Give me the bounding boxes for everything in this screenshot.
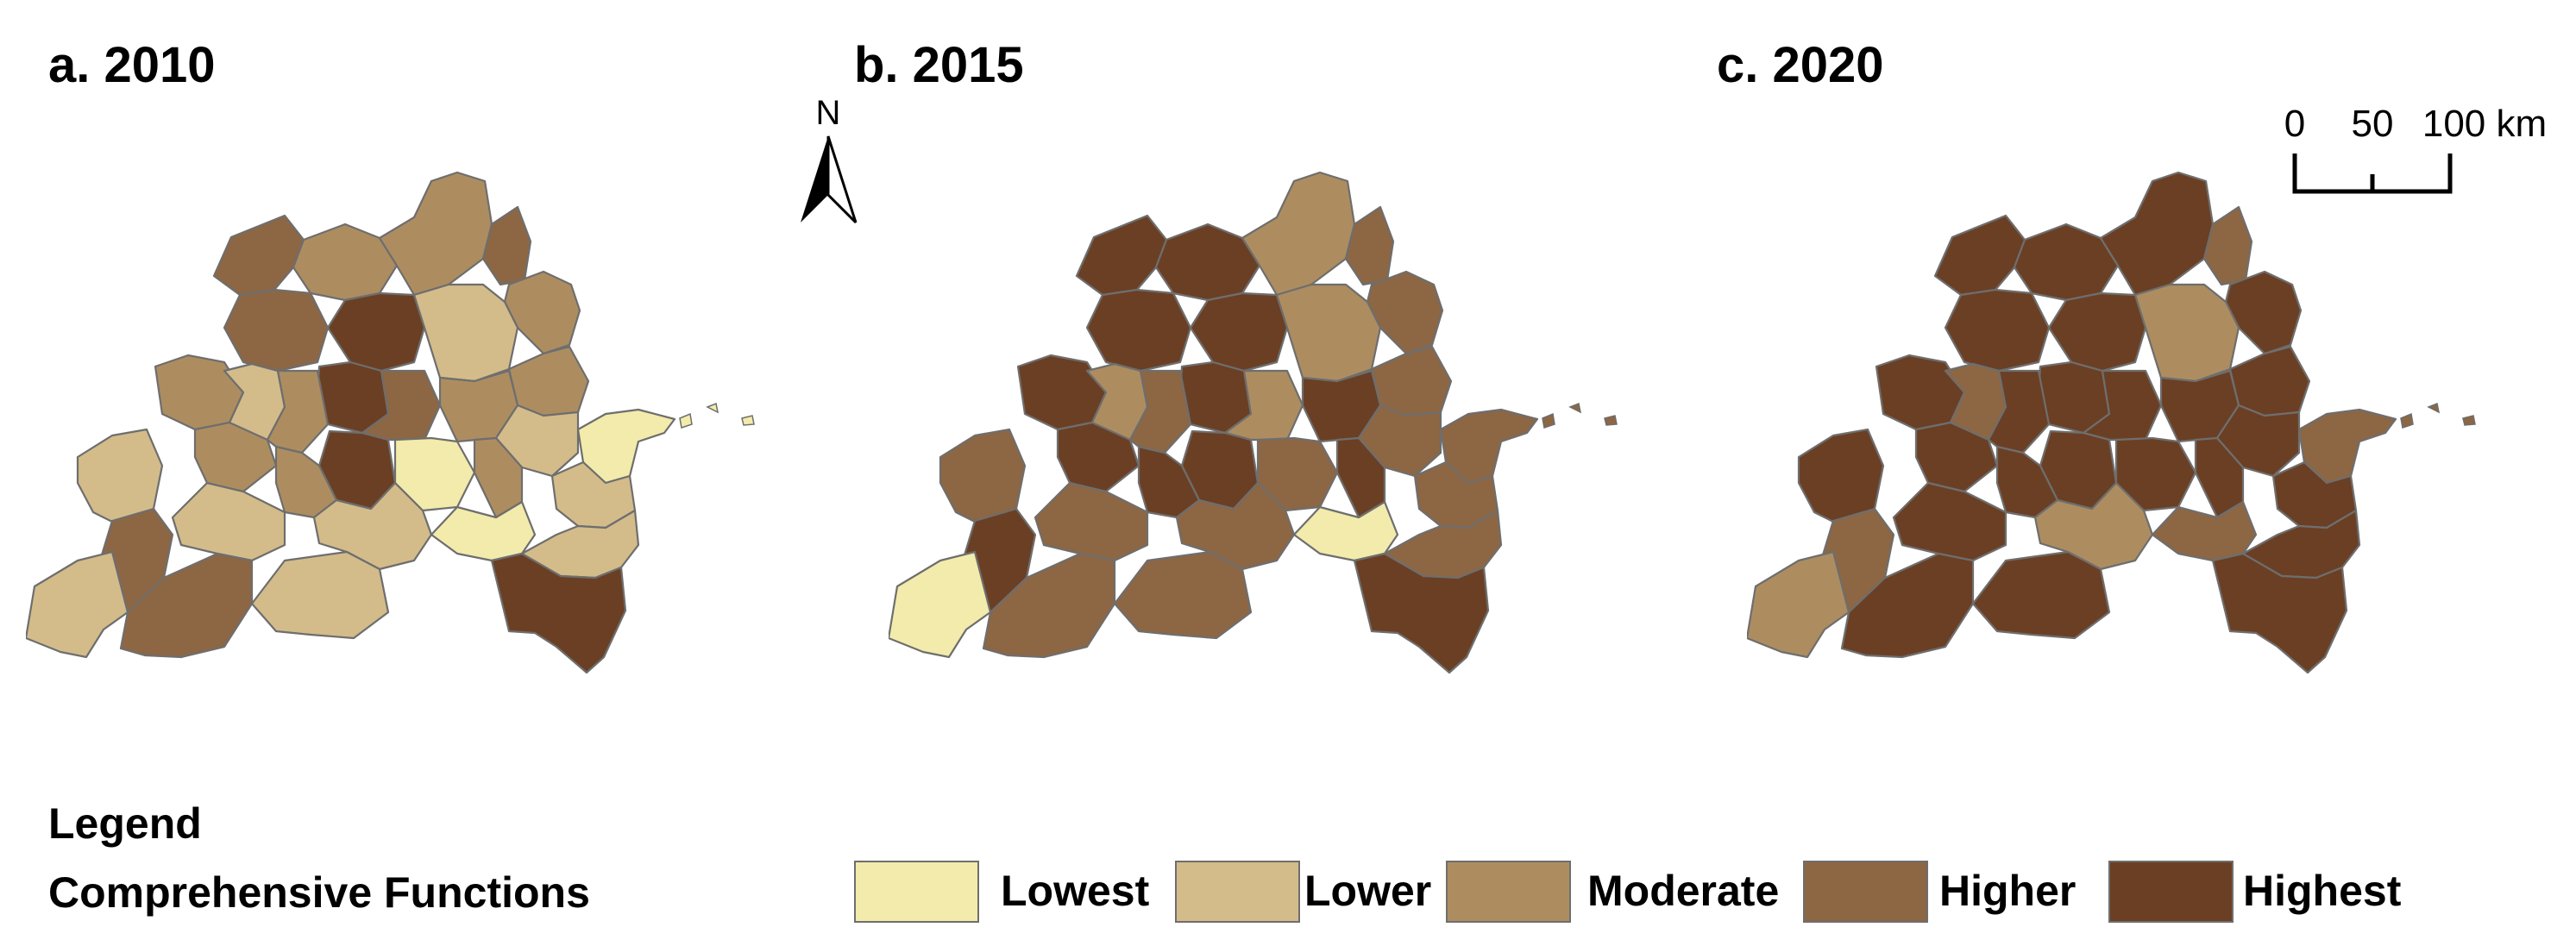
legend-label-lowest: Lowest bbox=[1001, 867, 1150, 915]
legend-label-lower: Lower bbox=[1304, 867, 1432, 915]
county-region-30 bbox=[889, 550, 992, 659]
county-region-30 bbox=[26, 550, 129, 659]
county-region-28 bbox=[2151, 500, 2258, 562]
county-region-1 bbox=[1075, 214, 1168, 297]
north-arrow-label: N bbox=[816, 94, 841, 132]
county-region-33 bbox=[2211, 552, 2348, 674]
county-region-6 bbox=[1085, 288, 1192, 373]
county-region-2 bbox=[2013, 222, 2120, 302]
county-region-30 bbox=[1747, 550, 1850, 659]
legend-swatch-moderate bbox=[1446, 861, 1571, 923]
choropleth-map-2010 bbox=[26, 171, 755, 674]
county-region-10 bbox=[154, 354, 245, 431]
county-region-9 bbox=[2228, 345, 2311, 417]
coastal-islet-1 bbox=[679, 412, 693, 429]
legend-label-moderate: Moderate bbox=[1587, 867, 1780, 915]
scale-bar-line bbox=[2292, 153, 2453, 194]
legend-subheading: Comprehensive Functions bbox=[48, 868, 590, 917]
coastal-islet-2 bbox=[1568, 402, 1582, 414]
county-region-31 bbox=[119, 552, 254, 659]
county-region-31 bbox=[982, 552, 1116, 659]
county-region-20 bbox=[1914, 421, 1999, 493]
choropleth-map-2015 bbox=[889, 171, 1618, 674]
scale-tick-label-100: 100 km bbox=[2422, 103, 2547, 145]
county-region-6 bbox=[223, 288, 330, 373]
county-region-3 bbox=[2099, 171, 2215, 297]
north-arrow-right-half bbox=[826, 135, 858, 224]
legend-swatch-lowest bbox=[854, 861, 979, 923]
county-region-10 bbox=[1016, 354, 1108, 431]
legend-swatch-highest bbox=[2108, 861, 2234, 923]
county-region-5 bbox=[503, 270, 581, 355]
county-region-7 bbox=[1189, 291, 1289, 373]
scale-tick-label-50: 50 bbox=[2352, 103, 2394, 145]
county-region-2 bbox=[292, 222, 399, 302]
county-region-5 bbox=[2224, 270, 2303, 355]
county-region-28 bbox=[430, 500, 537, 562]
county-region-9 bbox=[507, 345, 590, 417]
county-region-7 bbox=[2047, 291, 2147, 373]
county-region-10 bbox=[1875, 354, 1966, 431]
county-region-32 bbox=[1971, 550, 2111, 640]
county-region-28 bbox=[1292, 500, 1399, 562]
county-region-7 bbox=[326, 291, 426, 373]
county-region-26 bbox=[171, 481, 286, 562]
coastal-islet-2 bbox=[706, 402, 719, 414]
county-region-32 bbox=[1113, 550, 1253, 640]
legend-label-higher: Higher bbox=[1939, 867, 2077, 915]
county-region-3 bbox=[1241, 171, 1356, 297]
county-region-5 bbox=[1366, 270, 1444, 355]
choropleth-map-2020 bbox=[1747, 171, 2476, 674]
legend-label-highest: Highest bbox=[2243, 867, 2402, 915]
county-region-1 bbox=[1933, 214, 2026, 297]
panel-title-2015: b. 2015 bbox=[854, 37, 1024, 93]
county-region-9 bbox=[1370, 345, 1453, 417]
county-region-1 bbox=[212, 214, 305, 297]
county-region-32 bbox=[250, 550, 390, 640]
county-region-8 bbox=[1275, 283, 1382, 383]
legend-heading: Legend bbox=[48, 799, 202, 848]
scale-tick-label-0: 0 bbox=[2284, 103, 2305, 145]
county-region-8 bbox=[2133, 283, 2240, 383]
county-region-3 bbox=[378, 171, 493, 297]
county-region-6 bbox=[1944, 288, 2051, 373]
coastal-islet-3 bbox=[741, 415, 755, 426]
coastal-islet-3 bbox=[1604, 415, 1618, 426]
county-region-2 bbox=[1154, 222, 1261, 302]
coastal-islet-3 bbox=[2462, 415, 2476, 426]
legend-swatch-lower bbox=[1175, 861, 1300, 923]
panel-title-2010: a. 2010 bbox=[48, 37, 216, 93]
panel-title-2020: c. 2020 bbox=[1717, 37, 1884, 93]
north-arrow-icon: N bbox=[801, 94, 858, 224]
county-region-20 bbox=[1056, 421, 1140, 493]
coastal-islet-1 bbox=[1542, 412, 1555, 429]
north-arrow-left-half bbox=[801, 136, 828, 222]
coastal-islet-2 bbox=[2427, 402, 2441, 414]
county-region-33 bbox=[1353, 552, 1490, 674]
county-region-20 bbox=[193, 421, 278, 493]
legend-swatch-higher bbox=[1803, 861, 1928, 923]
county-region-26 bbox=[1034, 481, 1149, 562]
county-region-33 bbox=[490, 552, 627, 674]
county-region-26 bbox=[1892, 481, 2007, 562]
scale-bar: 0 50 100 km bbox=[2284, 103, 2547, 194]
coastal-islet-1 bbox=[2400, 412, 2414, 429]
county-region-8 bbox=[412, 283, 519, 383]
county-region-31 bbox=[1840, 552, 1975, 659]
